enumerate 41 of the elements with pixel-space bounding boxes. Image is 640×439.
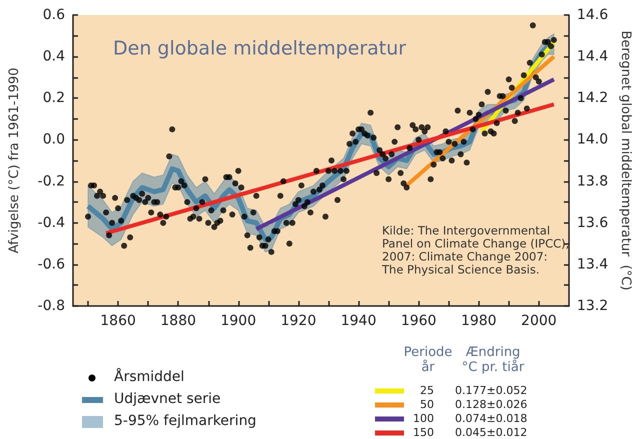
legend-label: 100: [413, 412, 434, 425]
y2-axis-title: Beregnet global middeltemperatur (°C): [618, 30, 633, 290]
y-tick-label: -0.2: [38, 173, 65, 190]
y2-tick-label: 13.4: [576, 256, 608, 272]
y-tick-label: 0.6: [42, 7, 66, 23]
y2-tick-label: 14.6: [576, 7, 608, 23]
x-tick-label: 1880: [160, 313, 196, 329]
text: Periode år: [404, 345, 452, 375]
text: 0.074±0.018: [455, 412, 528, 425]
text: 0.045±0.012: [455, 426, 528, 439]
y-tick-label: 0.0: [42, 132, 65, 148]
y2-tick-label: 13.2: [576, 298, 608, 314]
x-tick-label: 1920: [280, 313, 316, 329]
text: 0.177±0.052: [455, 384, 528, 397]
y-tick-label: -0.8: [38, 298, 65, 314]
y2-tick-label: 14.4: [576, 48, 608, 65]
y2-tick-label: 14.2: [576, 90, 608, 106]
text: 0.128±0.026: [455, 398, 528, 411]
x-tick-label: 1940: [340, 313, 376, 329]
x-tick-label: 1900: [220, 313, 256, 329]
legend-label: 25: [420, 384, 434, 397]
text: 5-95% fejlmarkering: [114, 413, 256, 429]
y-tick-label: 0.2: [42, 90, 65, 106]
legend-label: 150: [413, 426, 434, 439]
y-tick-label: -0.6: [38, 256, 66, 272]
x-tick-label: 2000: [521, 313, 557, 329]
x-tick-label: 1980: [460, 313, 497, 329]
text: Den globale middeltemperatur: [113, 38, 406, 60]
y2-tick-label: 13.8: [576, 173, 608, 190]
y-axis-title: Afvigelse (°C) fra 1961-1990: [7, 68, 22, 254]
y-tick-label: -0.4: [38, 214, 66, 231]
legend-label: 50: [420, 398, 434, 411]
annotation: Kilde: The Intergovernmental Panel on Climate Change (IPCC), 2007: Climate Change 2007: The Physical Science Basis.: [381, 224, 570, 276]
y2-tick-label: 14.0: [576, 132, 608, 148]
legend-label: Udjævnet serie: [114, 391, 221, 407]
legend-label: Årsmiddel: [114, 368, 184, 385]
text: Ændring °C pr. tiår: [462, 345, 525, 375]
y2-tick-label: 13.6: [576, 214, 608, 231]
x-tick-label: 1860: [100, 313, 136, 329]
y-tick-label: 0.4: [42, 48, 66, 65]
x-tick-label: 1960: [400, 313, 436, 329]
